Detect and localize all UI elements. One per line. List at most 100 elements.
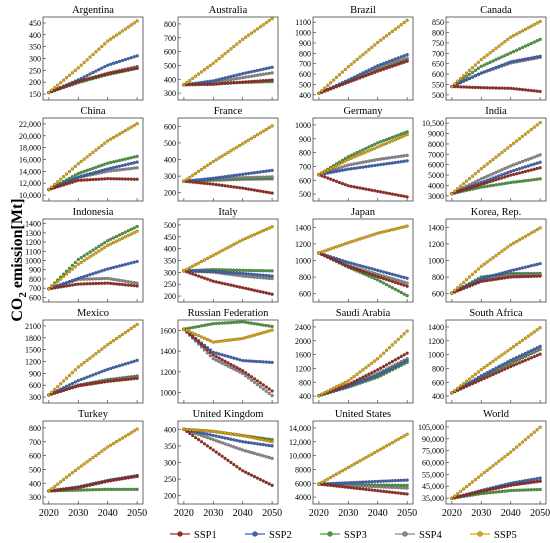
data-point xyxy=(485,162,489,166)
data-point xyxy=(532,263,536,267)
y-tick-label: 600 xyxy=(299,70,311,79)
data-point xyxy=(470,75,475,79)
data-point xyxy=(258,437,262,441)
data-point xyxy=(114,177,119,181)
data-point xyxy=(520,87,525,92)
data-point xyxy=(67,266,72,270)
data-point xyxy=(117,364,122,368)
data-point xyxy=(109,341,113,345)
y-tick-label: 2000 xyxy=(295,337,311,346)
data-point xyxy=(361,375,365,379)
data-point xyxy=(199,177,204,182)
data-point xyxy=(538,54,542,58)
data-point xyxy=(106,281,110,285)
y-tick-label: 75,000 xyxy=(422,447,444,456)
data-point xyxy=(61,477,66,482)
data-point xyxy=(529,274,533,279)
data-point xyxy=(491,273,495,278)
data-point xyxy=(376,449,380,453)
data-point xyxy=(346,157,350,162)
data-point xyxy=(349,167,353,171)
data-point xyxy=(476,85,480,90)
data-point xyxy=(61,379,66,383)
data-point xyxy=(381,36,386,40)
data-point xyxy=(456,289,460,293)
data-point xyxy=(340,160,345,165)
data-point xyxy=(97,481,101,485)
data-point xyxy=(509,180,513,185)
data-point xyxy=(453,189,457,193)
data-point xyxy=(232,81,236,85)
data-point xyxy=(100,276,104,281)
data-point xyxy=(120,29,125,33)
data-point xyxy=(379,372,383,376)
series-ssp5 xyxy=(182,225,274,273)
data-point xyxy=(194,428,198,432)
data-point xyxy=(114,440,119,444)
data-point xyxy=(53,85,57,90)
data-point xyxy=(355,57,359,62)
data-point xyxy=(512,268,516,272)
data-point xyxy=(241,433,245,438)
data-point xyxy=(109,37,113,41)
data-point xyxy=(82,383,86,387)
data-point xyxy=(358,165,362,170)
data-point xyxy=(56,390,60,394)
y-tick-label: 3000 xyxy=(428,192,444,201)
data-point xyxy=(396,154,400,159)
data-point xyxy=(100,66,104,70)
data-point xyxy=(188,175,192,179)
data-point xyxy=(103,480,107,484)
data-point xyxy=(402,154,406,158)
data-point xyxy=(76,486,80,490)
data-point xyxy=(88,483,92,487)
data-point xyxy=(111,160,116,164)
data-point xyxy=(135,322,139,327)
data-point xyxy=(405,159,409,163)
data-point xyxy=(126,68,130,72)
data-point xyxy=(61,281,66,286)
data-point xyxy=(229,362,233,367)
data-point xyxy=(73,80,77,85)
data-point xyxy=(384,369,389,373)
data-point xyxy=(194,325,198,329)
data-point xyxy=(56,83,60,87)
data-point xyxy=(56,384,60,389)
data-point xyxy=(270,393,274,398)
data-point xyxy=(340,82,345,87)
data-point xyxy=(235,433,239,437)
data-point xyxy=(470,272,475,276)
data-point xyxy=(270,225,274,229)
data-point xyxy=(120,363,125,367)
data-point xyxy=(205,429,210,433)
data-point xyxy=(185,81,189,85)
data-point xyxy=(79,260,83,265)
data-point xyxy=(494,461,498,466)
data-point xyxy=(497,370,501,374)
data-point xyxy=(491,66,495,71)
data-point xyxy=(491,368,495,372)
data-point xyxy=(114,278,119,282)
data-point xyxy=(85,382,89,387)
data-point xyxy=(85,73,89,78)
data-point xyxy=(85,484,89,488)
data-point xyxy=(355,263,359,267)
data-point xyxy=(517,137,522,141)
data-point xyxy=(326,248,330,252)
y-tick-label: 250 xyxy=(164,475,176,484)
data-point xyxy=(393,193,397,197)
data-point xyxy=(191,325,195,330)
data-point xyxy=(526,130,530,134)
data-point xyxy=(387,490,392,494)
data-point xyxy=(61,487,66,491)
data-point xyxy=(73,265,77,269)
data-point xyxy=(82,282,86,286)
data-point xyxy=(255,273,260,277)
y-tick-label: 400 xyxy=(164,156,176,165)
data-point xyxy=(103,380,107,384)
data-point xyxy=(506,489,510,493)
data-point xyxy=(532,40,536,44)
